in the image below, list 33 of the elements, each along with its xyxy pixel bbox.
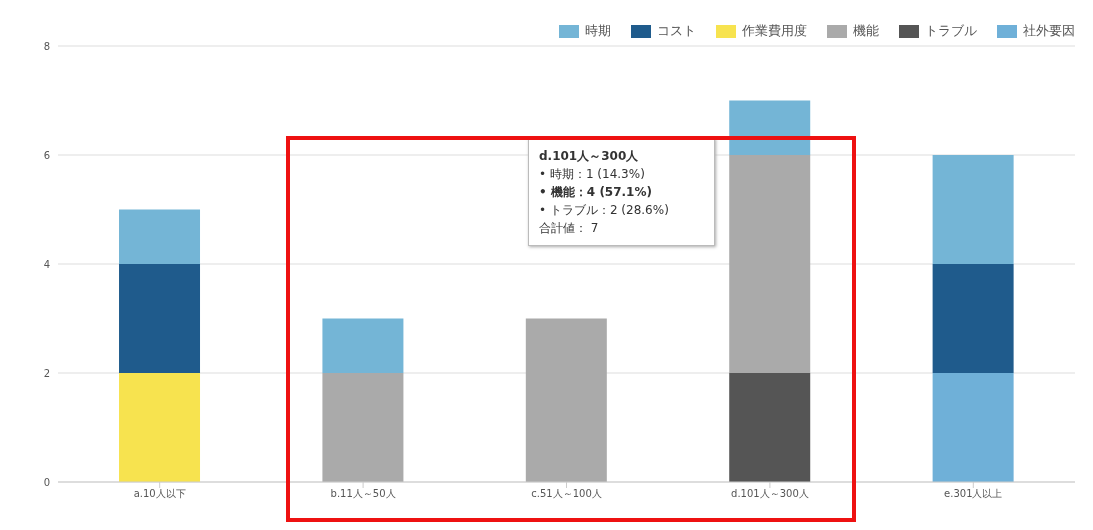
x-tick-label: b.11人～50人 [330, 488, 396, 500]
bar [729, 100, 811, 155]
bar [322, 373, 404, 482]
bar [932, 264, 1014, 373]
x-tick-label: a.10人以下 [133, 488, 186, 500]
bar [729, 155, 811, 373]
x-tick-label: c.51人～100人 [531, 488, 602, 500]
legend-label: 機能 [852, 22, 879, 40]
y-tick-label: 6 [43, 149, 50, 161]
y-tick-label: 2 [43, 367, 50, 379]
legend-label: 作業費用度 [741, 22, 807, 40]
bar [119, 264, 201, 373]
legend-label: 時期 [584, 22, 611, 40]
y-tick-label: 0 [43, 476, 50, 488]
x-tick-label: e.301人以上 [944, 488, 1003, 500]
bar [525, 318, 607, 482]
x-tick-label: d.101人～300人 [731, 488, 809, 500]
legend-label: トラブル [924, 22, 977, 40]
annotation: • 時期：1 (14.3%) [539, 166, 646, 183]
legend-label: 社外要因 [1022, 22, 1075, 40]
annotation: • トラブル：2 (28.6%) [539, 202, 670, 219]
y-tick-label: 4 [43, 258, 50, 270]
bar [322, 318, 404, 373]
annotation: • 機能：4 (57.1%) [539, 184, 653, 201]
bar [932, 155, 1014, 264]
annotation: 合計値： 7 [539, 220, 600, 237]
bar [119, 373, 201, 482]
bar [119, 209, 201, 264]
bar [932, 373, 1014, 482]
y-tick-label: 8 [43, 40, 50, 52]
bar [729, 373, 811, 482]
legend-label: コスト [656, 22, 696, 40]
annotation: d.101人～300人 [539, 148, 640, 165]
